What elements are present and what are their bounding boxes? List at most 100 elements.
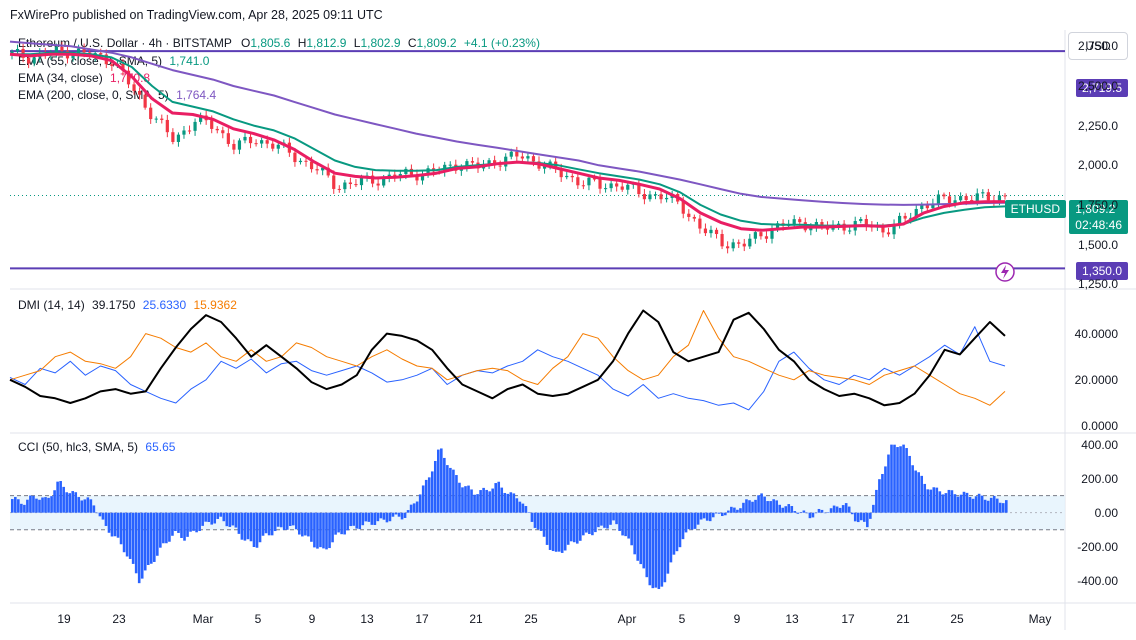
ema34-line [9, 52, 1006, 232]
candle-body [720, 234, 724, 247]
candle-body [326, 167, 330, 176]
cci-bar [826, 512, 830, 513]
candle-body [215, 128, 219, 131]
x-tick-label: 9 [308, 612, 316, 626]
cci-bar [29, 495, 32, 513]
candle-body [143, 94, 147, 108]
cci-bar [642, 512, 646, 569]
cci-bar [763, 496, 766, 513]
cci-bar [361, 512, 365, 526]
cci-bar [385, 512, 389, 523]
cci-bar [884, 466, 887, 513]
cci-bar [301, 512, 304, 537]
cci-bar [850, 512, 854, 515]
cci-bar [899, 446, 902, 513]
cci-bar [609, 512, 612, 525]
cci-bar [938, 491, 942, 513]
cci-bar [261, 512, 265, 536]
cci-bar [98, 512, 102, 517]
cci-bar [38, 499, 41, 513]
candle-body [470, 161, 475, 163]
candle-body [737, 242, 741, 244]
cci-bar [252, 512, 256, 548]
cci-bar [920, 475, 924, 513]
cci-bar [74, 492, 78, 513]
cci-bar [787, 504, 791, 513]
cci-bar [113, 512, 117, 537]
cci-bar [968, 497, 972, 513]
cci-bar [530, 512, 534, 522]
cci-bar [654, 512, 658, 588]
high-label: H [297, 36, 307, 50]
cci-bar [373, 512, 377, 525]
cci-bar [119, 512, 123, 545]
cci-y-tick: -400.00 [1077, 573, 1118, 588]
cci-bar [908, 455, 911, 513]
candle-body [76, 48, 81, 55]
cci-bar [470, 489, 473, 513]
cci-bar [896, 447, 899, 513]
candle-body [903, 215, 907, 219]
candle-body [193, 121, 197, 131]
cci-bar [415, 501, 419, 513]
cci-bar [509, 492, 513, 513]
cci-bar [192, 512, 195, 531]
cci-bar [727, 510, 730, 513]
candle-body [598, 179, 602, 189]
cci-bar [110, 512, 114, 537]
cci-bar [418, 494, 422, 513]
cci-bar [591, 512, 594, 536]
cci-bar [367, 512, 371, 522]
cci-bar [68, 493, 72, 513]
candle-body [864, 219, 868, 227]
adx-line [9, 309, 1006, 407]
cci-bar [823, 512, 827, 514]
cci-bar [482, 487, 485, 513]
cci-bar [304, 512, 307, 536]
cci-bar [53, 490, 56, 513]
cci-bar [859, 512, 863, 521]
ema200-legend[interactable]: EMA (200, close, 0, SMA, 5) 1,764.4 [18, 88, 216, 102]
cci-bar [62, 486, 65, 513]
candle-body [71, 54, 75, 59]
ema200-value: 1,764.4 [176, 88, 217, 102]
dmi-y-tick: 0.0000 [1081, 419, 1118, 434]
cci-bar [914, 470, 917, 513]
cci-bar [745, 499, 748, 513]
x-tick-label: Mar [192, 612, 214, 626]
cci-bar [285, 512, 289, 530]
cci-bar [207, 512, 210, 522]
candle-body [742, 243, 746, 247]
cci-bar [917, 472, 920, 513]
cci-bar [473, 494, 476, 513]
candle-body [520, 156, 524, 159]
dmi-y-tick: 40.0000 [1074, 326, 1118, 341]
cci-bar [545, 512, 549, 545]
cci-bar [32, 495, 35, 513]
cci-bar [1001, 503, 1005, 513]
currency-button[interactable]: USD [1068, 32, 1128, 60]
candle-body [559, 168, 563, 178]
cci-bar [941, 494, 945, 513]
candle-body [892, 224, 896, 235]
cci-bar [506, 493, 510, 513]
cci-bar [455, 475, 458, 513]
cci-bar [947, 489, 951, 513]
cci-bar [17, 499, 20, 513]
cci-legend[interactable]: CCI (50, hlc3, SMA, 5) 65.65 [18, 440, 175, 454]
candle-body [897, 215, 902, 225]
cci-bar [989, 497, 993, 513]
cci-bar [965, 492, 969, 513]
candle-body [187, 130, 192, 132]
candle-body [997, 195, 1002, 202]
dmi-legend[interactable]: DMI (14, 14) 39.1750 25.6330 15.9362 [18, 298, 237, 312]
x-tick-label: 13 [360, 612, 374, 626]
candle-body [376, 183, 380, 186]
cci-bar [403, 512, 407, 518]
ema55-value: 1,741.0 [169, 54, 210, 68]
cci-bar [606, 512, 609, 529]
candle-body [210, 120, 214, 129]
candle-body [759, 232, 763, 237]
candle-body [121, 63, 125, 71]
